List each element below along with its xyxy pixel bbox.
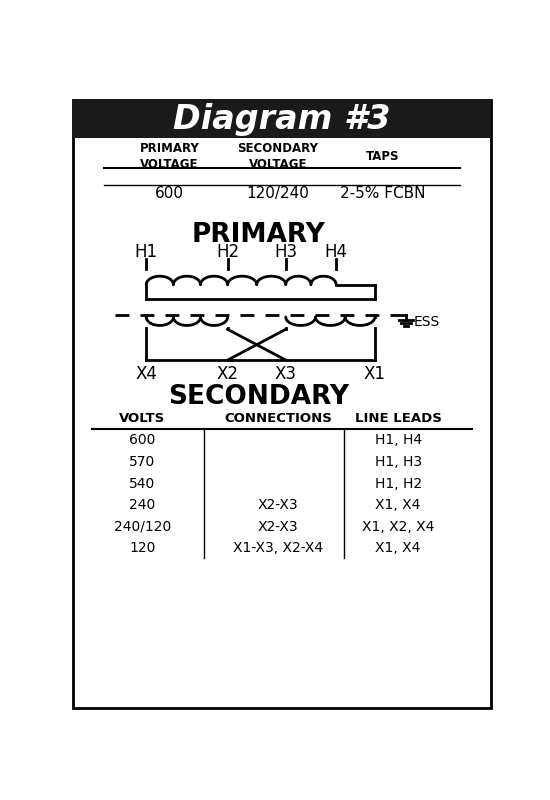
Text: VOLTS: VOLTS bbox=[119, 412, 166, 425]
Text: 240/120: 240/120 bbox=[114, 520, 171, 534]
Text: H3: H3 bbox=[274, 243, 298, 262]
Text: X2-X3: X2-X3 bbox=[258, 498, 298, 512]
Text: H1, H2: H1, H2 bbox=[375, 477, 422, 490]
Text: Diagram #3: Diagram #3 bbox=[173, 102, 390, 135]
Text: H1, H3: H1, H3 bbox=[375, 455, 422, 469]
Text: H2: H2 bbox=[216, 243, 239, 262]
Text: SECONDARY: SECONDARY bbox=[168, 384, 349, 410]
Text: 600: 600 bbox=[155, 186, 184, 202]
Text: 540: 540 bbox=[129, 477, 156, 490]
Text: H4: H4 bbox=[324, 243, 348, 262]
Text: 600: 600 bbox=[129, 434, 156, 447]
Text: PRIMARY
VOLTAGE: PRIMARY VOLTAGE bbox=[140, 142, 200, 171]
Text: X4: X4 bbox=[135, 365, 157, 383]
Text: PRIMARY: PRIMARY bbox=[192, 222, 326, 248]
Text: X1-X3, X2-X4: X1-X3, X2-X4 bbox=[233, 542, 323, 555]
Text: 570: 570 bbox=[129, 455, 156, 469]
Text: TAPS: TAPS bbox=[366, 150, 399, 163]
Text: 240: 240 bbox=[129, 498, 156, 512]
Text: ESS: ESS bbox=[414, 314, 440, 329]
Text: 120/240: 120/240 bbox=[246, 186, 310, 202]
FancyBboxPatch shape bbox=[73, 100, 491, 138]
Text: X2: X2 bbox=[217, 365, 239, 383]
Text: X1, X4: X1, X4 bbox=[376, 498, 421, 512]
Text: SECONDARY
VOLTAGE: SECONDARY VOLTAGE bbox=[238, 142, 318, 171]
Text: X2-X3: X2-X3 bbox=[258, 520, 298, 534]
Text: 120: 120 bbox=[129, 542, 156, 555]
Text: 2-5% FCBN: 2-5% FCBN bbox=[340, 186, 425, 202]
Text: CONNECTIONS: CONNECTIONS bbox=[224, 412, 332, 425]
Text: H1: H1 bbox=[135, 243, 158, 262]
Text: X1: X1 bbox=[364, 365, 386, 383]
Text: LINE LEADS: LINE LEADS bbox=[355, 412, 442, 425]
FancyBboxPatch shape bbox=[73, 100, 491, 708]
Text: X3: X3 bbox=[275, 365, 297, 383]
Text: X1, X2, X4: X1, X2, X4 bbox=[362, 520, 435, 534]
Text: H1, H4: H1, H4 bbox=[375, 434, 422, 447]
Text: X1, X4: X1, X4 bbox=[376, 542, 421, 555]
